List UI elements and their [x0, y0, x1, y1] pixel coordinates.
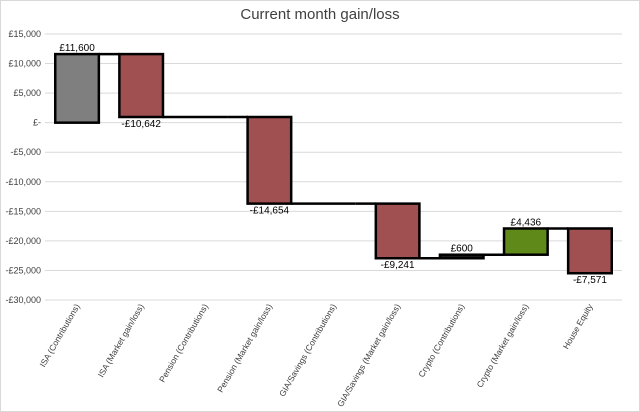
- y-tick-label: -£30,000: [5, 295, 41, 305]
- waterfall-bar: [566, 227, 613, 275]
- y-tick-label: -£25,000: [5, 265, 41, 275]
- x-tick-label: ISA (Market gain/loss): [96, 302, 146, 379]
- data-label: -£7,571: [573, 275, 607, 286]
- data-label: -£10,642: [121, 119, 161, 130]
- waterfall-bar: [118, 52, 165, 119]
- y-tick-label: -£15,000: [5, 206, 41, 216]
- x-tick-label: Pension (Contributions): [157, 302, 210, 384]
- waterfall-bar: [374, 202, 421, 260]
- y-tick-label: £15,000: [8, 29, 41, 39]
- data-label: £600: [451, 244, 474, 255]
- x-tick-label: GIA/Savings (Market gain/loss): [335, 302, 402, 409]
- x-tick-label: ISA (Contributions): [37, 302, 81, 369]
- chart-title: Current month gain/loss: [240, 6, 400, 23]
- waterfall-bar: [502, 227, 549, 256]
- data-label: -£9,241: [381, 260, 415, 271]
- waterfall-bar: [54, 52, 101, 124]
- y-tick-label: £10,000: [8, 59, 41, 69]
- data-label: -£14,654: [250, 206, 290, 217]
- y-tick-label: -£10,000: [5, 177, 41, 187]
- y-tick-label: -£20,000: [5, 236, 41, 246]
- waterfall-bar: [246, 115, 293, 205]
- x-tick-label: Crypto (Market gain/loss): [474, 302, 530, 389]
- x-tick-label: Pension (Market gain/loss): [215, 302, 274, 394]
- y-tick-label: -£5,000: [10, 147, 41, 157]
- x-tick-label: House Equity: [561, 301, 595, 350]
- data-label: £11,600: [59, 43, 95, 54]
- x-tick-label: Crypto (Contributions): [416, 302, 466, 379]
- x-tick-label: GIA/Savings (Contributions): [277, 302, 338, 398]
- waterfall-bar: [438, 253, 485, 260]
- data-label: £4,436: [511, 217, 542, 228]
- y-tick-label: £5,000: [13, 88, 41, 98]
- y-tick-label: £-: [33, 118, 41, 128]
